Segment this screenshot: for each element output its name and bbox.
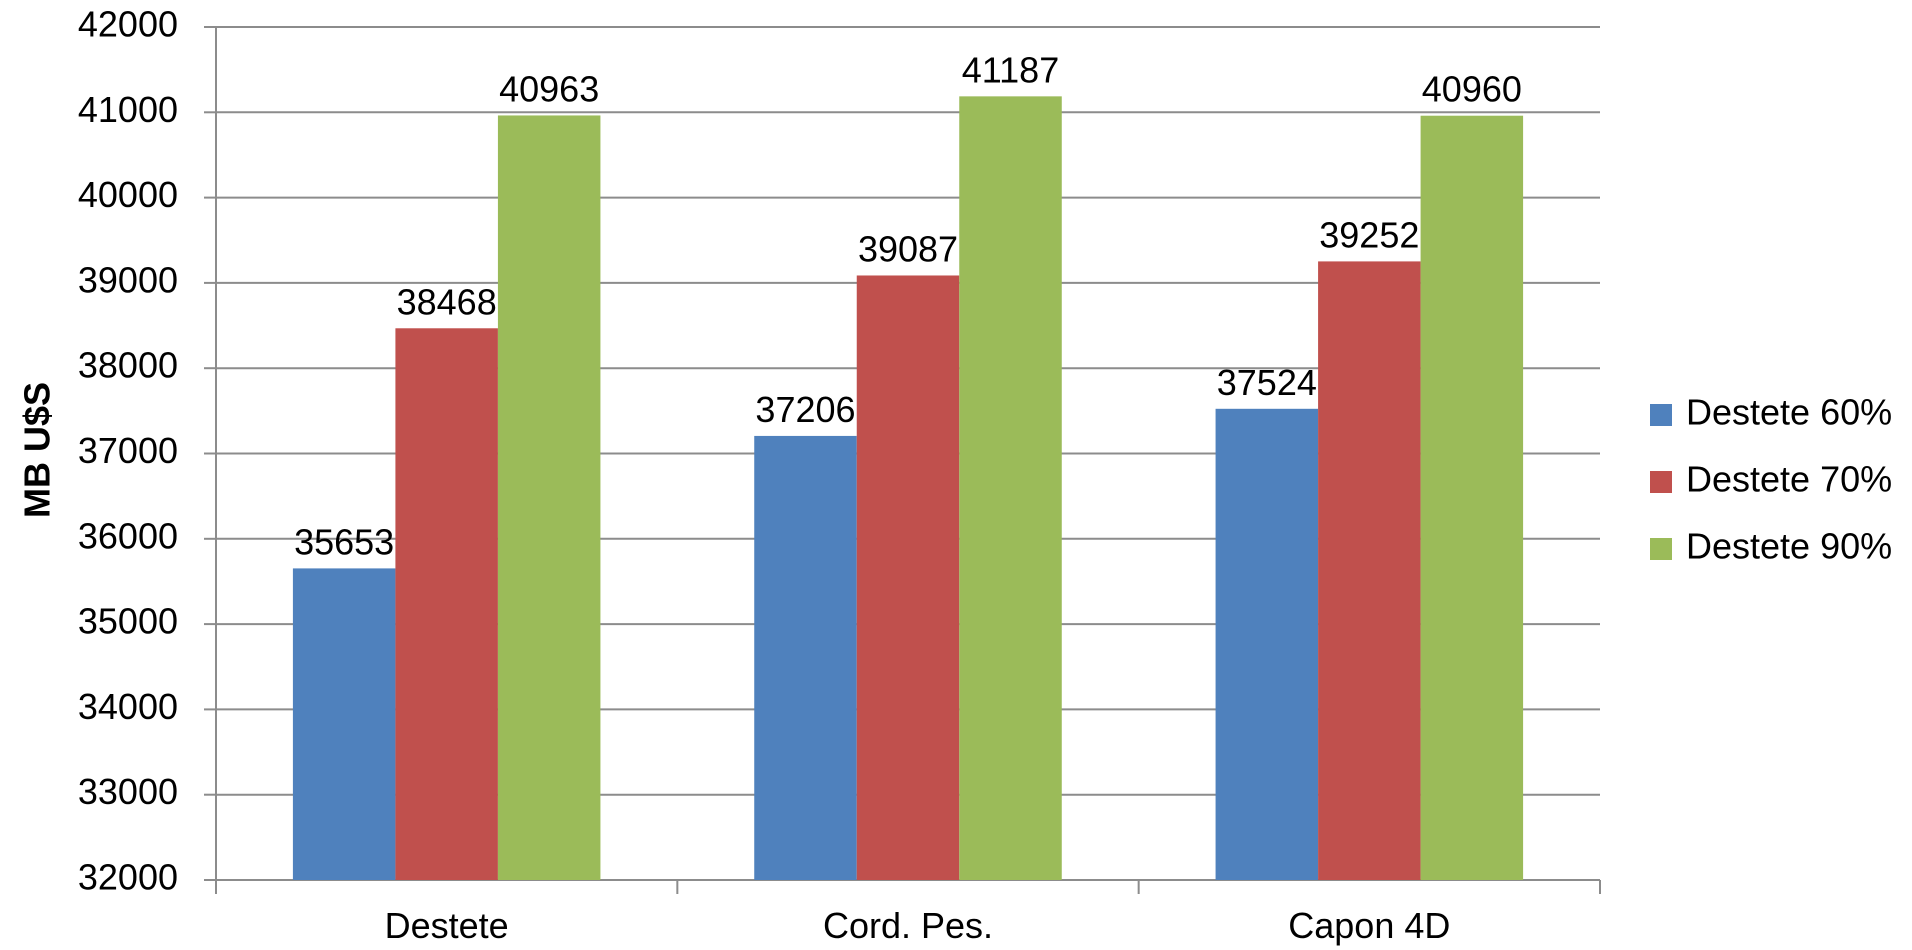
legend-label: Destete 70% (1686, 459, 1892, 500)
legend-swatch (1650, 471, 1672, 493)
data-label: 40960 (1422, 69, 1522, 110)
x-tick-label: Capon 4D (1288, 905, 1450, 946)
bar (959, 96, 1062, 881)
bar (1318, 261, 1421, 880)
y-tick-label: 35000 (78, 601, 178, 642)
y-tick-label: 32000 (78, 857, 178, 898)
bar (1215, 408, 1319, 880)
bar (1420, 115, 1524, 881)
legend-label: Destete 60% (1686, 392, 1892, 433)
data-label: 35653 (294, 521, 394, 562)
legend: Destete 60% Destete 70% Destete 90% (1650, 392, 1892, 567)
y-tick-label: 38000 (78, 345, 178, 386)
x-tick-label: Destete (385, 905, 509, 946)
y-tick-label: 37000 (78, 430, 178, 471)
data-labels: 35653 37206 37524 38468 39087 39252 40963 41187… (294, 49, 1522, 562)
bar (497, 115, 601, 880)
legend-swatch (1650, 538, 1672, 560)
data-label: 40963 (499, 68, 599, 109)
x-tick-label: Cord. Pes. (823, 905, 993, 946)
data-label: 37524 (1217, 362, 1317, 403)
legend-swatch (1650, 404, 1672, 426)
y-tick-label: 40000 (78, 174, 178, 215)
y-tick-label: 33000 (78, 771, 178, 812)
y-axis-title: MB U$S (17, 382, 58, 518)
data-label: 39087 (858, 228, 958, 269)
y-axis: 32000 33000 34000 35000 36000 37000 38000 39000… (78, 4, 217, 898)
y-tick-label: 39000 (78, 259, 178, 300)
y-tick-label: 34000 (78, 686, 178, 727)
data-label: 37206 (755, 389, 855, 430)
legend-label: Destete 90% (1686, 526, 1892, 567)
bars (292, 96, 1524, 881)
data-label: 38468 (397, 281, 497, 322)
y-tick-label: 41000 (78, 89, 178, 130)
x-axis: Destete Cord. Pes. Capon 4D (215, 879, 1601, 946)
bar (292, 568, 396, 880)
y-tick-label: 42000 (78, 4, 178, 45)
y-tick-label: 36000 (78, 515, 178, 556)
bar (754, 435, 857, 880)
data-label: 41187 (962, 49, 1059, 90)
data-label: 39252 (1319, 214, 1419, 255)
bar (856, 275, 960, 881)
bar (395, 328, 498, 880)
